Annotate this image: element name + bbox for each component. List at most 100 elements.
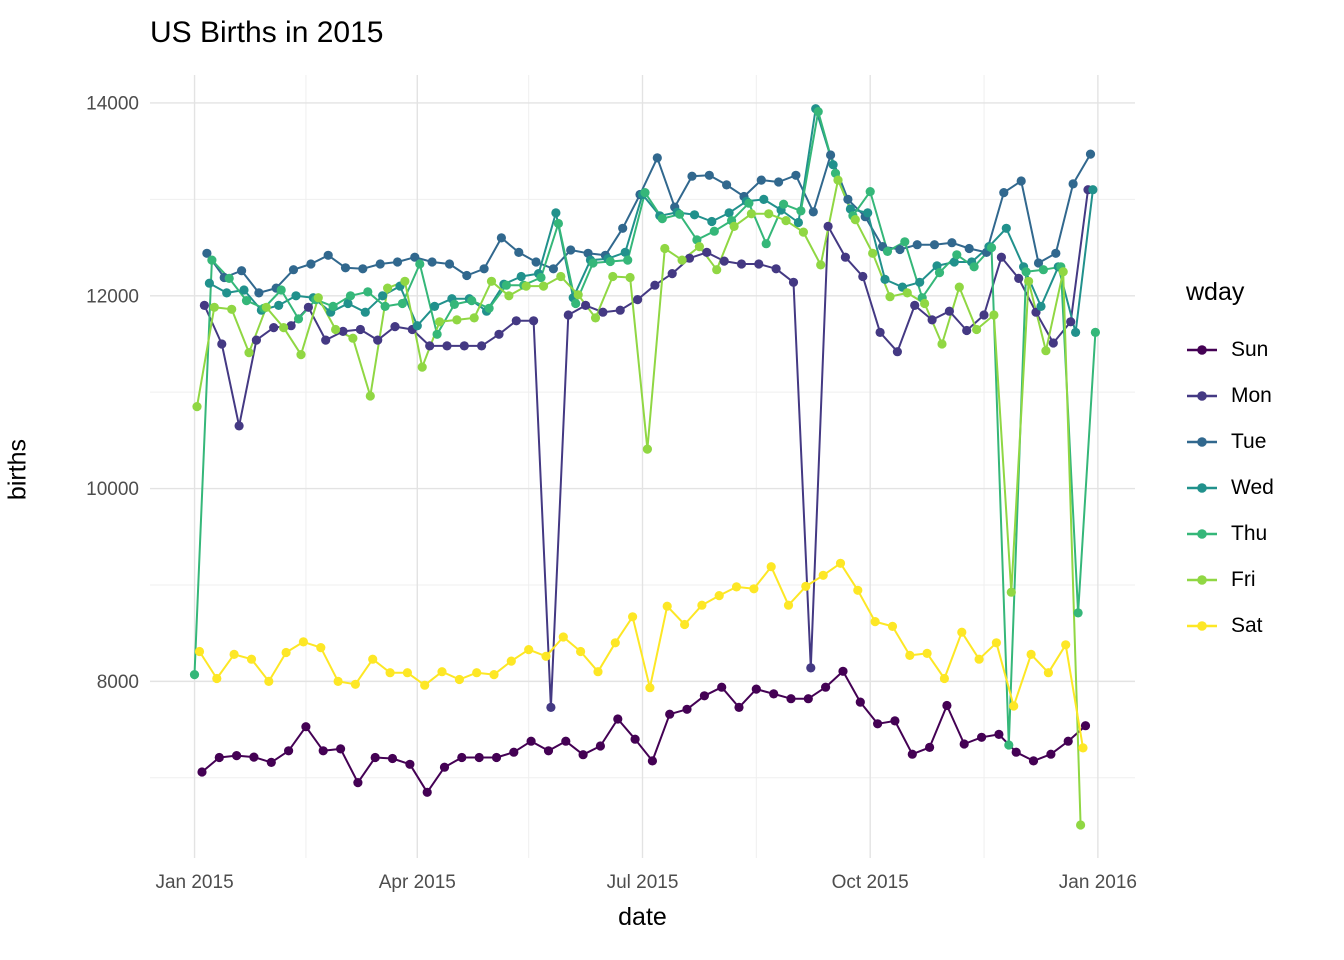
legend-key-mon (1187, 391, 1217, 401)
data-point-sat (264, 676, 274, 687)
data-point-tue (375, 259, 385, 269)
data-point-wed (274, 300, 284, 310)
data-point-sat (749, 584, 759, 594)
data-point-sun (838, 666, 848, 676)
data-point-sat (506, 656, 516, 666)
data-point-mon (286, 321, 296, 331)
data-point-mon (910, 300, 920, 310)
data-point-tue (566, 245, 576, 255)
legend-key-thu (1187, 529, 1217, 539)
data-point-fri (746, 209, 757, 219)
data-point-mon (979, 310, 989, 320)
data-point-tue (548, 264, 559, 274)
data-point-thu (969, 262, 979, 272)
data-point-fri (486, 276, 497, 286)
data-point-fri (937, 339, 947, 349)
data-point-mon (477, 341, 487, 351)
data-point-sat (1078, 743, 1088, 753)
data-point-sat (472, 668, 482, 678)
data-point-mon (581, 300, 591, 310)
data-point-mon (251, 335, 261, 345)
data-point-mon (1048, 338, 1058, 348)
x-tick-label: Apr 2015 (379, 872, 456, 893)
data-point-sun (232, 751, 242, 761)
data-point-sun (613, 714, 623, 724)
data-point-sun (925, 742, 935, 753)
data-point-sun (543, 746, 554, 756)
data-point-sat (524, 645, 534, 655)
data-point-sat (610, 638, 620, 648)
data-point-sat (783, 600, 794, 610)
data-point-wed (759, 194, 769, 204)
data-point-sat (194, 646, 205, 657)
data-point-thu (276, 285, 286, 295)
data-point-sun (1028, 756, 1039, 766)
data-point-sat (402, 668, 412, 678)
data-point-sat (766, 562, 776, 572)
data-point-sat (628, 612, 638, 622)
data-point-thu (571, 298, 581, 309)
data-point-wed (863, 208, 873, 218)
data-point-sun (786, 694, 796, 704)
data-point-sat (697, 600, 707, 610)
data-point-sun (751, 684, 761, 694)
legend-label-thu: Thu (1231, 522, 1268, 545)
data-point-wed (880, 274, 890, 284)
data-point-tue (202, 248, 212, 258)
data-point-tue (462, 270, 472, 281)
data-point-tue (1068, 179, 1078, 189)
data-point-sun (959, 739, 969, 749)
data-point-sat (420, 680, 430, 690)
data-point-sat (385, 668, 395, 678)
data-point-sat (853, 585, 863, 595)
data-point-sun (561, 736, 571, 746)
data-point-thu (709, 226, 719, 236)
data-point-wed (707, 216, 717, 227)
legend-key-sun (1187, 345, 1217, 355)
data-point-mon (425, 341, 435, 351)
data-point-sun (491, 752, 502, 763)
data-point-thu (1038, 265, 1048, 275)
data-point-thu (744, 198, 754, 208)
legend-label-sat: Sat (1231, 614, 1263, 637)
data-point-tue (722, 180, 732, 190)
data-point-sat (887, 621, 898, 632)
data-point-sun (873, 719, 883, 729)
legend-key-tue (1187, 437, 1217, 447)
data-point-tue (652, 153, 662, 163)
data-point-thu (588, 258, 598, 268)
data-point-mon (459, 341, 469, 351)
data-point-wed (689, 210, 700, 220)
data-point-wed (1071, 327, 1081, 337)
data-point-wed (516, 271, 526, 282)
data-point-thu (553, 218, 564, 229)
data-point-mon (927, 315, 937, 325)
data-point-sat (368, 654, 378, 664)
data-point-fri (608, 271, 618, 282)
data-point-tue (687, 171, 697, 181)
data-point-fri (850, 215, 860, 225)
data-point-sat (939, 673, 950, 684)
y-tick-label: 14000 (86, 93, 139, 114)
data-point-mon (321, 335, 331, 345)
data-point-fri (954, 282, 964, 292)
data-point-sat (298, 637, 308, 647)
legend-item-sun: Sun (1186, 327, 1274, 373)
data-point-sat (974, 654, 984, 664)
data-point-fri (331, 324, 341, 335)
data-point-fri (209, 302, 219, 312)
data-point-tue (306, 259, 316, 269)
data-point-sat (212, 673, 222, 684)
x-tick-label: Oct 2015 (832, 872, 909, 893)
data-point-thu (501, 280, 511, 290)
data-point-fri (435, 317, 445, 327)
data-point-sat (333, 676, 343, 687)
data-point-mon (511, 316, 521, 326)
data-point-sat (731, 582, 742, 592)
data-point-mon (1014, 273, 1024, 283)
data-point-fri (313, 293, 323, 303)
data-point-sat (316, 643, 326, 653)
data-point-sun (890, 716, 900, 726)
